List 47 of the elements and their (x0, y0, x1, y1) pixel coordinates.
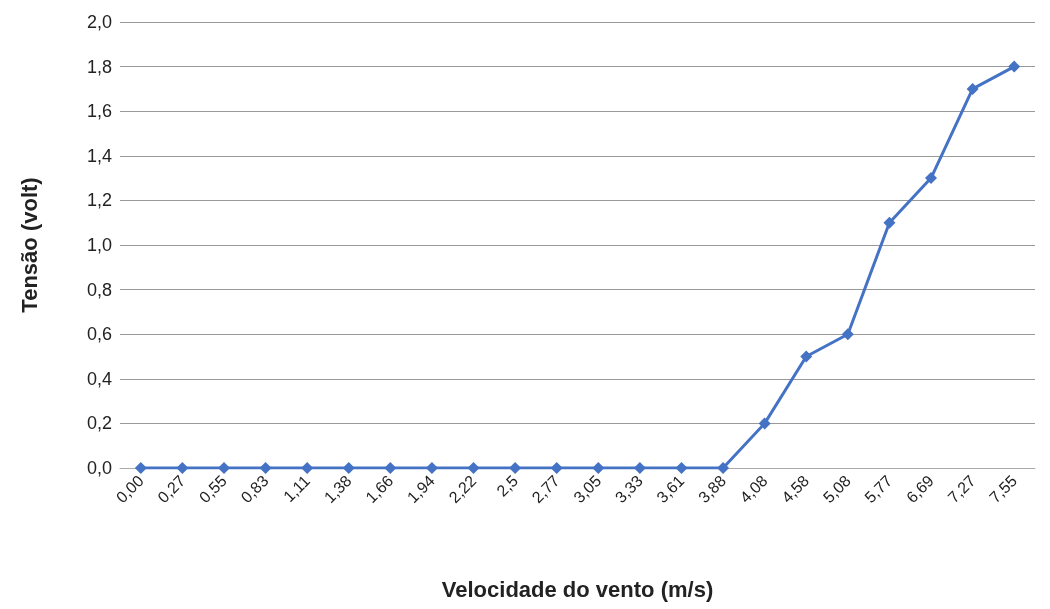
x-tick-label: 7,27 (944, 471, 979, 507)
x-tick-label: 0,83 (237, 471, 272, 507)
point (800, 350, 813, 363)
x-tick-label: 4,08 (736, 471, 771, 507)
x-tick-label: 2,22 (445, 471, 480, 507)
point (717, 462, 730, 474)
x-tick-label: 0,00 (112, 471, 147, 507)
point (758, 417, 771, 430)
y-tick-label: 1,8 (86, 56, 112, 77)
y-tick-label: 0,0 (86, 458, 112, 478)
point (883, 216, 896, 229)
point (259, 462, 272, 474)
x-tick-label: 7,55 (986, 471, 1021, 507)
x-tick-label: 3,88 (695, 471, 730, 507)
point (841, 328, 854, 341)
point (134, 462, 147, 474)
point (925, 172, 938, 185)
point (675, 462, 688, 474)
x-tick-label: 6,69 (903, 471, 938, 507)
point (550, 462, 563, 474)
x-tick-label: 0,27 (154, 471, 189, 507)
x-tick-label: 5,08 (819, 471, 854, 507)
y-tick-label: 0,8 (86, 279, 112, 300)
point (1008, 60, 1021, 73)
x-tick-label: 2,5 (493, 471, 522, 500)
y-tick-label: 0,4 (86, 368, 112, 389)
x-tick-label: 3,61 (653, 471, 688, 507)
x-tick-label: 1,66 (362, 471, 397, 507)
y-tick-label: 1,4 (86, 145, 112, 166)
y-tick-label: 0,2 (86, 413, 112, 434)
x-tick-label: 3,33 (611, 471, 646, 507)
point (384, 462, 397, 474)
y-tick-label: 1,2 (86, 190, 112, 211)
point (592, 462, 605, 474)
y-tick-label: 1,0 (86, 235, 112, 255)
y-tick-label: 0,6 (86, 324, 112, 345)
y-axis-title: Tensão (volt) (16, 177, 42, 313)
x-axis-title: Velocidade do vento (m/s) (441, 576, 714, 602)
point (467, 462, 480, 474)
y-tick-label: 2,0 (86, 12, 112, 32)
x-tick-label: 4,58 (778, 471, 813, 507)
x-tick-label: 1,38 (320, 471, 355, 507)
x-tick-label: 1,11 (279, 471, 314, 506)
x-tick-label: 0,55 (195, 471, 231, 507)
point (176, 462, 189, 474)
point (966, 82, 979, 95)
y-tick-label: 1,6 (86, 101, 112, 122)
